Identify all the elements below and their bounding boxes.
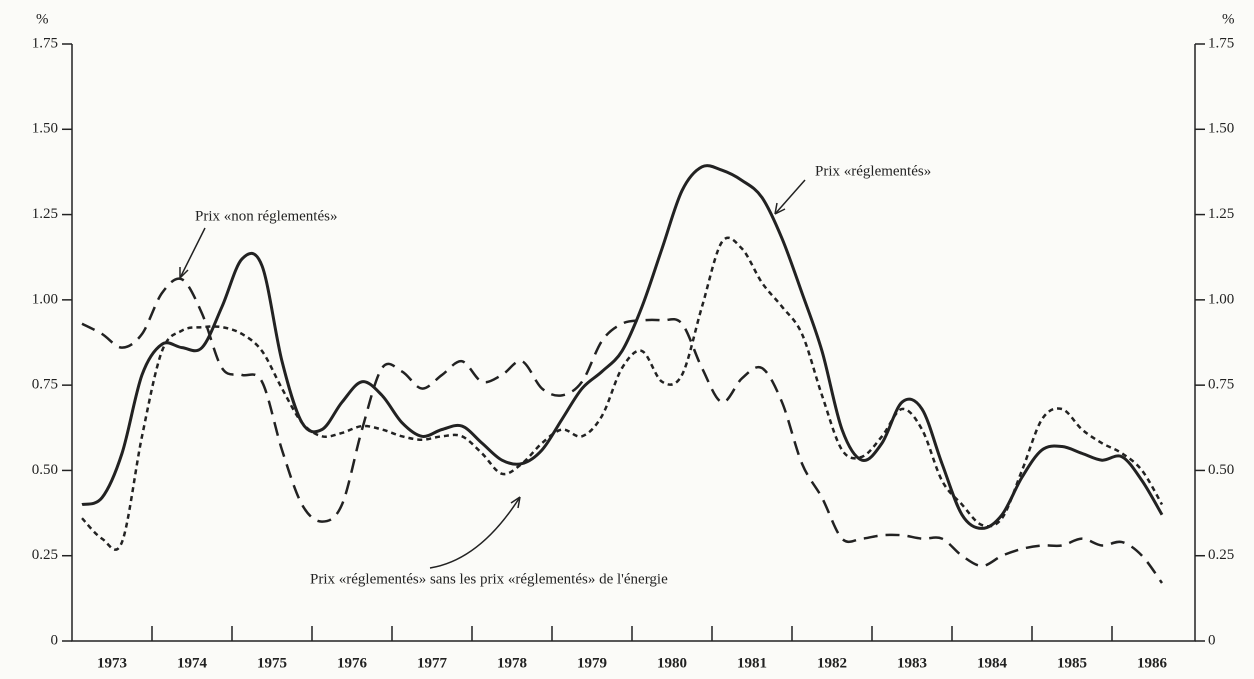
y-tick-label: 0.50 <box>32 462 58 478</box>
annotation: Prix «réglementés» <box>815 163 931 179</box>
x-tick-label: 1976 <box>337 655 368 671</box>
series-line <box>81 236 1164 551</box>
x-tick-label: 1984 <box>977 655 1008 671</box>
x-tick-label: 1981 <box>737 655 767 671</box>
x-tick-label: 1978 <box>497 655 527 671</box>
series-line <box>81 277 1164 584</box>
y2-tick-label: 0.75 <box>1208 377 1234 393</box>
axes <box>71 44 1196 642</box>
y-tick-label: 1.75 <box>32 35 58 51</box>
y2-tick-label: 1.00 <box>1208 291 1234 307</box>
annotation: Prix «réglementés» sans les prix «réglem… <box>310 571 668 587</box>
y2-tick-label: 0.25 <box>1208 547 1234 563</box>
x-tick-label: 1980 <box>657 655 687 671</box>
arrows <box>179 179 806 569</box>
x-tick-label: 1979 <box>577 655 607 671</box>
y2-tick-label: 0 <box>1208 632 1216 648</box>
x-tick-label: 1982 <box>817 655 847 671</box>
x-tick-label: 1983 <box>897 655 927 671</box>
y-tick-label: 1.50 <box>32 121 58 137</box>
annotation: Prix «non réglementés» <box>195 208 337 224</box>
y2-tick-label: 1.50 <box>1208 121 1234 137</box>
y2-tick-label: 0.50 <box>1208 462 1234 478</box>
y-tick-label: 1.00 <box>32 291 58 307</box>
x-tick-label: 1974 <box>177 655 208 671</box>
y-tick-label: 1.25 <box>32 206 58 222</box>
x-tick-label: 1973 <box>97 655 127 671</box>
y-unit: % <box>36 11 49 27</box>
series-line <box>81 164 1164 530</box>
x-tick-label: 1975 <box>257 655 287 671</box>
y2-tick-label: 1.75 <box>1208 35 1234 51</box>
y2-tick-label: 1.25 <box>1208 206 1234 222</box>
x-tick-label: 1977 <box>417 655 448 671</box>
y2-unit: % <box>1222 11 1235 27</box>
y-tick-label: 0.75 <box>32 377 58 393</box>
y-tick-label: 0.25 <box>32 547 58 563</box>
x-tick-label: 1985 <box>1057 655 1087 671</box>
x-tick-label: 1986 <box>1137 655 1168 671</box>
y-tick-label: 0 <box>51 632 59 648</box>
